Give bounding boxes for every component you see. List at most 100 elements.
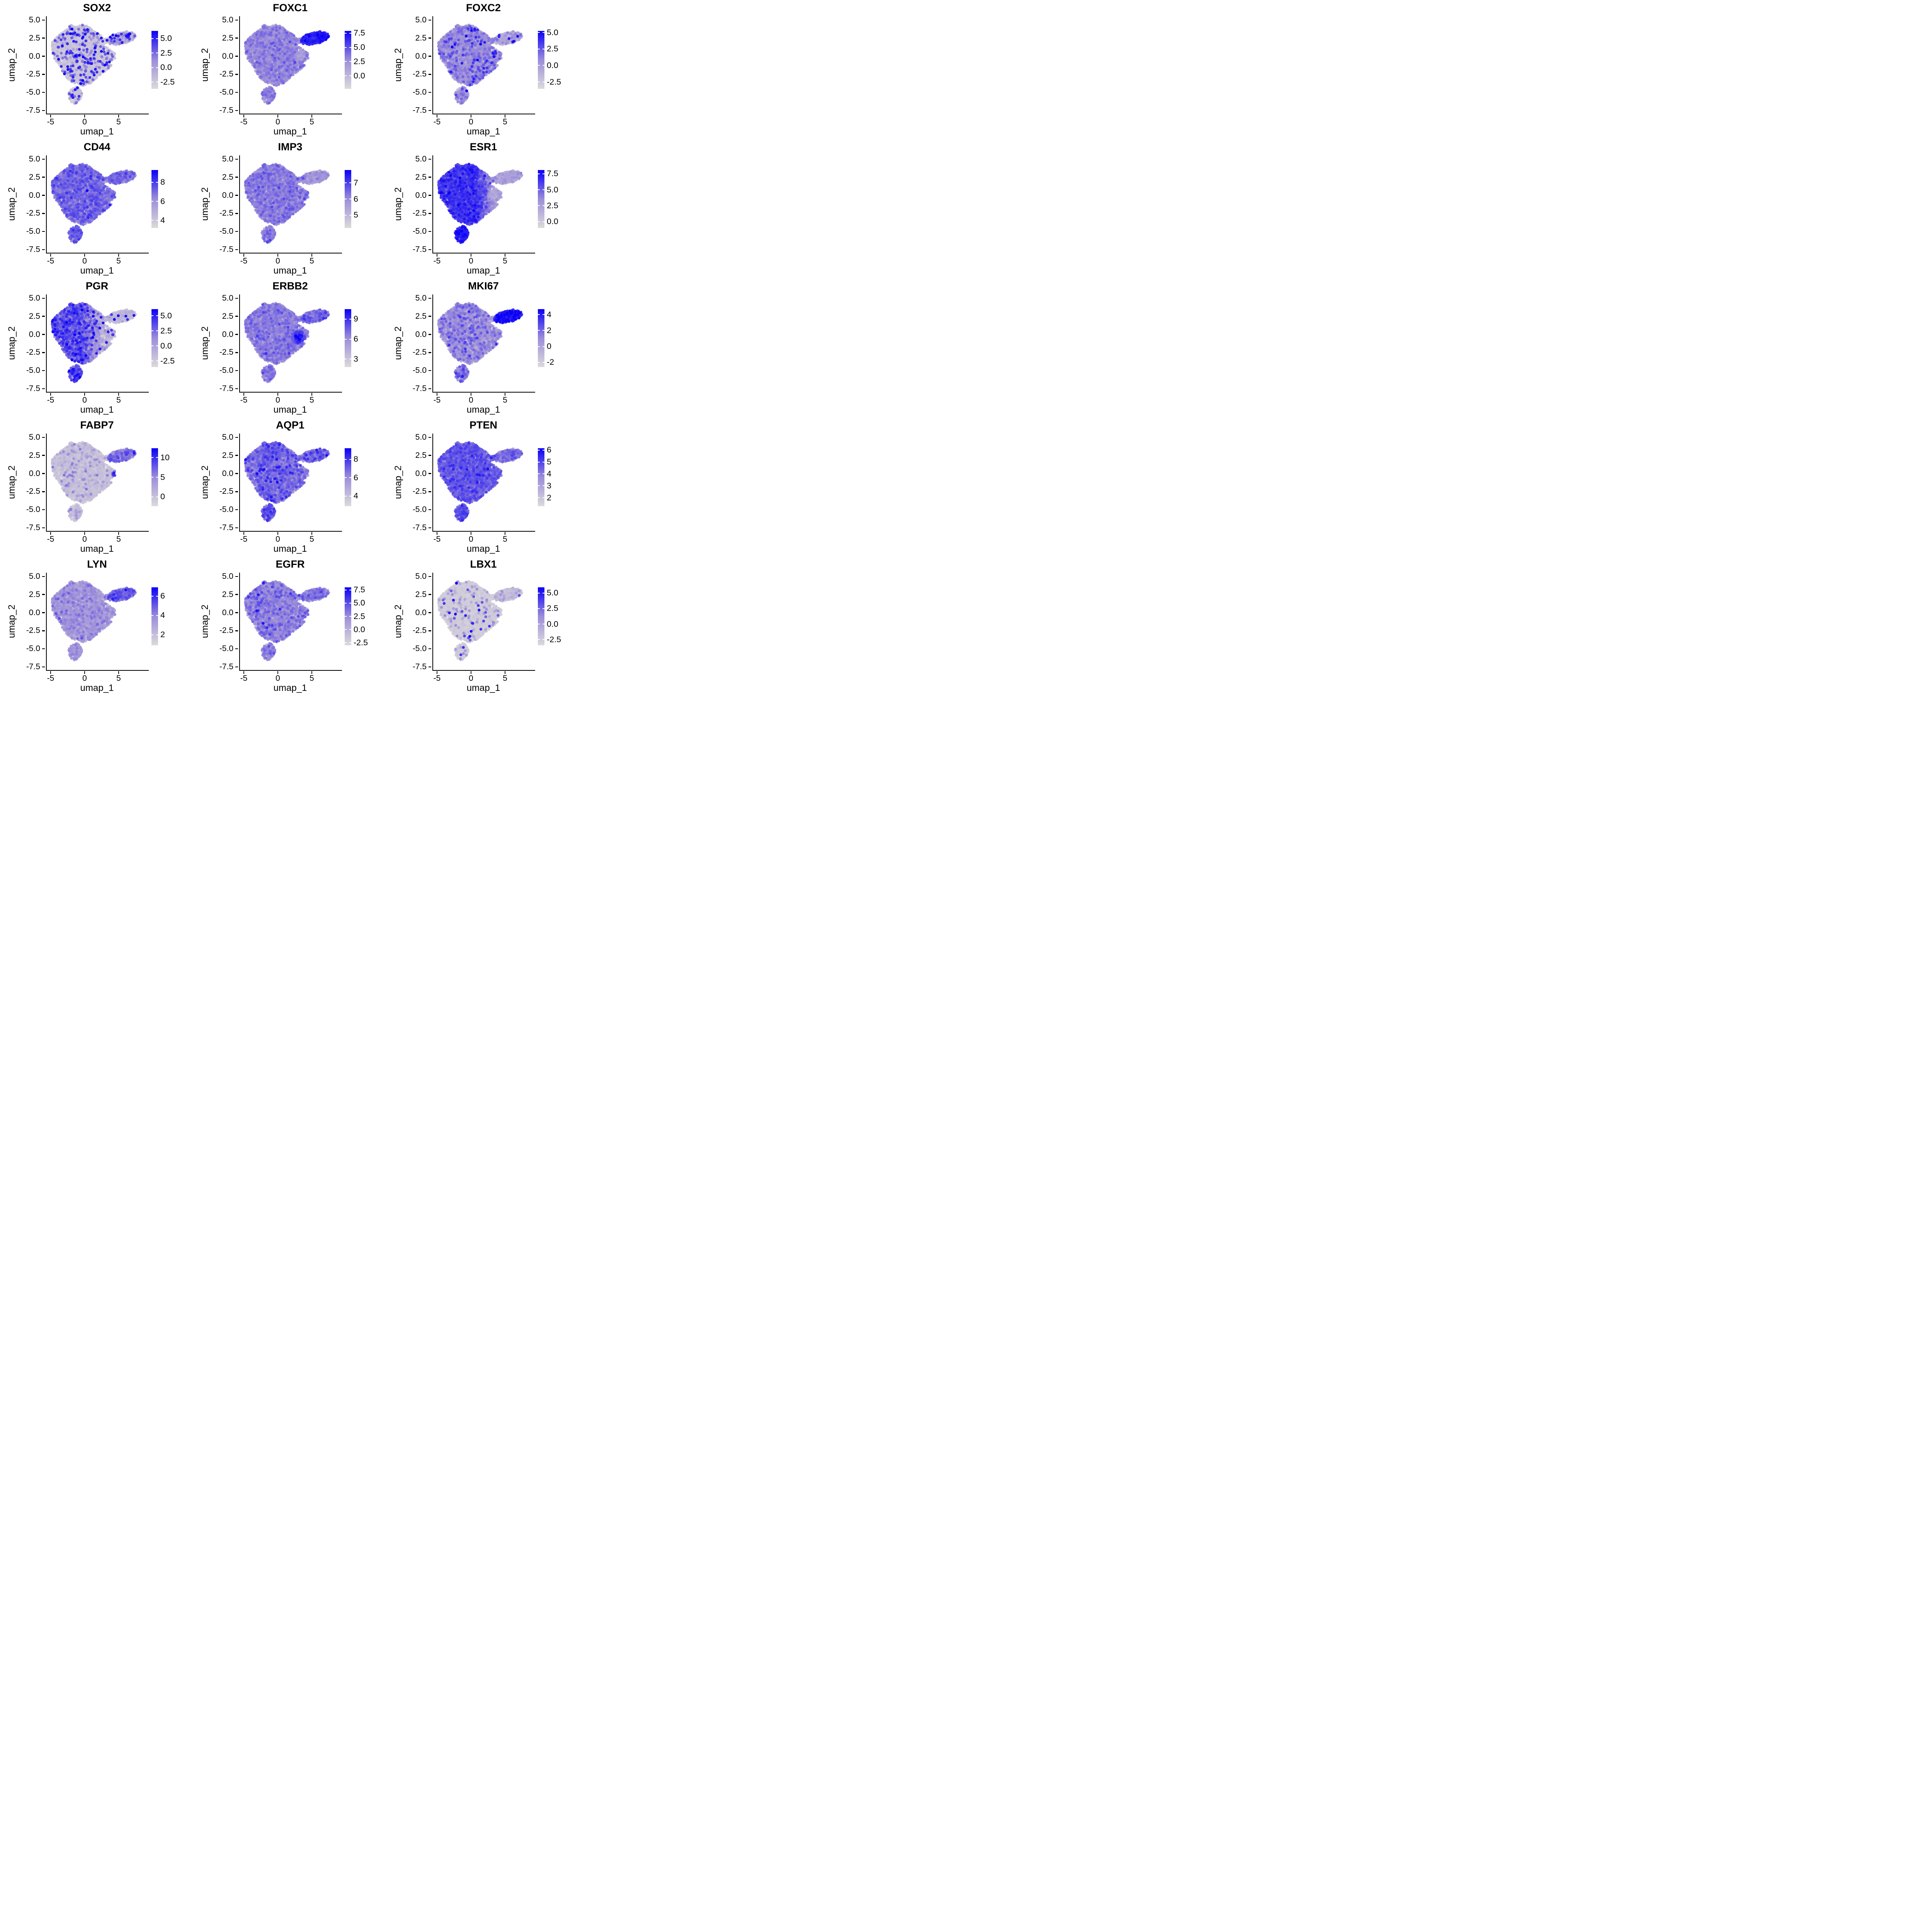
x-tick-label: 0 bbox=[469, 396, 473, 405]
y-axis-tick bbox=[235, 527, 238, 529]
colorbar-tick bbox=[349, 338, 351, 340]
colorbar-tick bbox=[349, 214, 351, 216]
y-axis-tick bbox=[235, 630, 238, 631]
x-axis-tick bbox=[50, 393, 51, 396]
y-tick-label: 5.0 bbox=[29, 15, 40, 24]
x-tick-label: 0 bbox=[276, 535, 280, 544]
umap-scatter-canvas bbox=[433, 294, 535, 392]
colorbar bbox=[151, 587, 158, 645]
umap-scatter-canvas bbox=[240, 434, 342, 531]
x-axis-tick bbox=[84, 253, 85, 257]
x-axis-tick bbox=[436, 114, 438, 117]
colorbar bbox=[151, 309, 158, 367]
y-tick-label: -2.5 bbox=[412, 348, 427, 357]
y-axis-tick bbox=[429, 213, 432, 214]
y-axis-tick bbox=[42, 576, 45, 577]
colorbar bbox=[538, 31, 544, 89]
y-axis-tick bbox=[429, 56, 432, 57]
colorbar-tick bbox=[151, 330, 153, 332]
feature-panel-FABP7: FABP7 -5 0 5 5.0 2.5 0.0 -2.5 -5.0 -7.5 … bbox=[0, 417, 193, 556]
y-tick-label: 2.5 bbox=[415, 451, 427, 460]
x-tick-label: -5 bbox=[433, 535, 441, 544]
plot-area bbox=[432, 294, 535, 393]
x-axis-tick bbox=[84, 114, 85, 117]
y-axis-tick bbox=[42, 491, 45, 492]
x-axis-title: umap_1 bbox=[466, 544, 500, 554]
colorbar bbox=[345, 587, 351, 645]
colorbar-tick bbox=[151, 220, 153, 221]
x-axis-tick bbox=[277, 114, 279, 117]
colorbar-tick bbox=[538, 65, 540, 66]
y-axis-tick bbox=[235, 473, 238, 474]
y-tick-label: -5.0 bbox=[26, 366, 40, 375]
colorbar-tick bbox=[543, 173, 544, 174]
feature-panel-PTEN: PTEN -5 0 5 5.0 2.5 0.0 -2.5 -5.0 -7.5 u… bbox=[386, 417, 580, 556]
feature-panel-ESR1: ESR1 -5 0 5 5.0 2.5 0.0 -2.5 -5.0 -7.5 u… bbox=[386, 139, 580, 278]
x-tick-label: 5 bbox=[116, 396, 121, 405]
x-tick-label: 5 bbox=[310, 535, 314, 544]
plot-area bbox=[432, 16, 535, 114]
x-axis-title: umap_1 bbox=[273, 405, 307, 415]
x-axis-title: umap_1 bbox=[80, 265, 114, 276]
y-tick-label: 0.0 bbox=[222, 330, 233, 339]
x-axis-tick bbox=[50, 671, 51, 674]
x-axis-title: umap_1 bbox=[273, 544, 307, 554]
colorbar-tick-label: -2.5 bbox=[547, 634, 561, 644]
x-axis-tick bbox=[243, 671, 245, 674]
y-axis-tick bbox=[42, 455, 45, 456]
x-tick-label: -5 bbox=[47, 674, 54, 683]
colorbar-tick-label: 0.0 bbox=[160, 63, 172, 72]
x-tick-label: 5 bbox=[310, 396, 314, 405]
y-axis-tick bbox=[429, 19, 432, 21]
y-axis-tick bbox=[42, 509, 45, 510]
colorbar-tick bbox=[156, 615, 158, 616]
plot-area bbox=[46, 155, 149, 253]
colorbar-tick-label: -2.5 bbox=[547, 77, 561, 87]
panel-title: LYN bbox=[87, 558, 107, 570]
y-axis-tick bbox=[235, 316, 238, 317]
x-axis-tick bbox=[243, 532, 245, 535]
colorbar-tick bbox=[538, 608, 540, 609]
colorbar-tick bbox=[349, 602, 351, 604]
y-axis-tick bbox=[429, 666, 432, 668]
y-tick-label: -7.5 bbox=[219, 662, 233, 671]
x-tick-label: 5 bbox=[503, 257, 507, 265]
panel-title: PGR bbox=[85, 280, 109, 292]
panel-title: AQP1 bbox=[276, 419, 304, 431]
colorbar-tick-label: 4 bbox=[160, 215, 165, 225]
y-axis-tick bbox=[42, 316, 45, 317]
colorbar-tick bbox=[345, 182, 347, 184]
y-axis-title: umap_2 bbox=[393, 48, 403, 82]
y-axis-tick bbox=[429, 370, 432, 371]
colorbar bbox=[151, 31, 158, 89]
colorbar-tick bbox=[151, 182, 153, 183]
colorbar-tick-label: 6 bbox=[354, 334, 358, 344]
colorbar-tick bbox=[538, 362, 540, 363]
colorbar-tick-label: 8 bbox=[160, 177, 165, 187]
y-axis-title: umap_2 bbox=[393, 326, 403, 360]
x-axis-tick bbox=[277, 253, 279, 257]
umap-scatter-canvas bbox=[240, 155, 342, 253]
umap-scatter-canvas bbox=[47, 155, 149, 253]
y-axis-tick bbox=[235, 74, 238, 75]
x-axis-title: umap_1 bbox=[80, 544, 114, 554]
y-tick-label: 5.0 bbox=[415, 154, 427, 163]
feature-panel-ERBB2: ERBB2 -5 0 5 5.0 2.5 0.0 -2.5 -5.0 -7.5 … bbox=[193, 278, 386, 417]
colorbar-tick-label: 5.0 bbox=[547, 185, 558, 194]
colorbar-tick-label: 3 bbox=[354, 354, 358, 364]
colorbar-tick-label: 2.5 bbox=[547, 44, 558, 54]
y-axis-title: umap_2 bbox=[7, 48, 17, 82]
y-tick-label: 2.5 bbox=[29, 172, 40, 182]
x-tick-label: 0 bbox=[469, 535, 473, 544]
x-axis-tick bbox=[243, 393, 245, 396]
y-tick-label: -5.0 bbox=[412, 644, 427, 653]
plot-area bbox=[239, 294, 342, 393]
colorbar-tick bbox=[156, 634, 158, 635]
colorbar-tick-label: 6 bbox=[160, 591, 165, 600]
colorbar-tick bbox=[538, 221, 540, 222]
y-tick-label: 2.5 bbox=[29, 590, 40, 599]
colorbar-tick bbox=[543, 330, 544, 331]
y-tick-label: 0.0 bbox=[222, 51, 233, 61]
x-axis-title: umap_1 bbox=[273, 265, 307, 276]
y-axis-title: umap_2 bbox=[200, 326, 210, 360]
